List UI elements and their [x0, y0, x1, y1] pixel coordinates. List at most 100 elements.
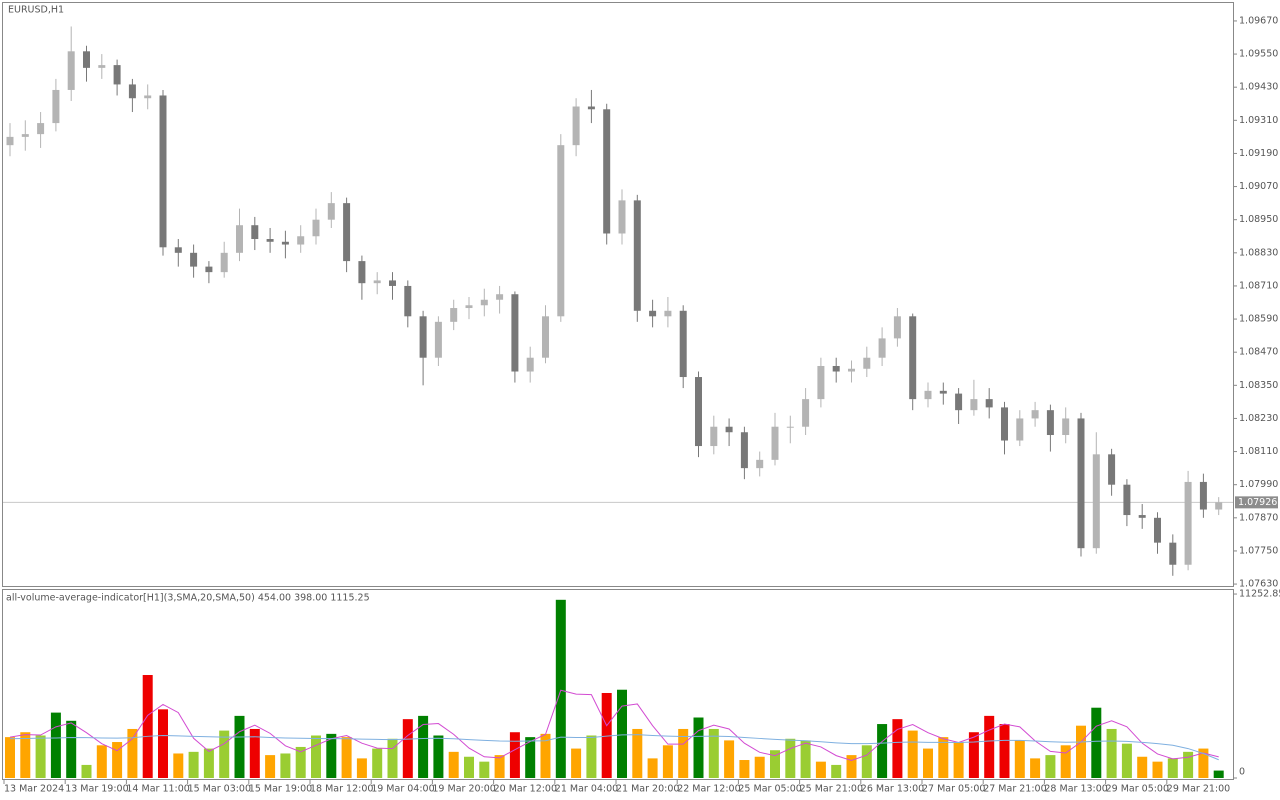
candle-body	[970, 399, 978, 411]
x-tick-label: 13 Mar 19:00	[65, 784, 128, 795]
y-tick-label: 1.09310	[1239, 115, 1278, 126]
candle-body	[297, 236, 305, 245]
candle-body	[1215, 502, 1223, 510]
candle-body	[496, 294, 504, 300]
candle-body	[113, 65, 121, 85]
volume-bar	[418, 715, 429, 778]
x-tick-label: 29 Mar 05:00	[1106, 784, 1169, 795]
candle-body	[771, 426, 779, 460]
volume-bar	[999, 724, 1010, 778]
candle-body	[909, 316, 917, 400]
current-price-label: 1.07926	[1238, 497, 1277, 508]
volume-bar	[785, 738, 796, 778]
candle-body	[618, 200, 626, 234]
candle-body	[1199, 481, 1207, 510]
x-tick-label: 27 Mar 21:00	[983, 784, 1046, 795]
candle-body	[817, 365, 825, 400]
y-tick-label: 1.07750	[1239, 545, 1278, 556]
x-tick-label: 25 Mar 05:00	[738, 784, 801, 795]
candle-body	[740, 432, 748, 469]
y-tick-label: 1.09670	[1239, 15, 1278, 26]
volume-pane	[2, 589, 1234, 780]
candle-body	[939, 390, 947, 394]
volume-bar	[1167, 758, 1178, 778]
volume-bar	[831, 764, 842, 778]
volume-bar	[203, 748, 214, 778]
volume-bar	[96, 745, 107, 778]
y-tick-label: 1.08230	[1239, 413, 1278, 424]
candle-body	[1108, 454, 1116, 485]
candle-body	[67, 51, 75, 90]
volume-bar	[953, 742, 964, 778]
y-tick-label: 0	[1239, 767, 1245, 778]
candle-body	[587, 106, 595, 110]
volume-bar	[617, 689, 627, 778]
volume-bar	[1014, 740, 1025, 778]
x-tick-label: 22 Mar 12:00	[677, 784, 740, 795]
y-tick-label: 1.09070	[1239, 181, 1278, 192]
volume-bar	[1152, 761, 1163, 778]
candle-body	[389, 280, 396, 286]
volume-bar	[219, 730, 230, 778]
x-tick-label: 25 Mar 21:00	[800, 784, 863, 795]
candle-body	[312, 219, 320, 237]
candle-body	[404, 285, 412, 317]
volume-bar	[1137, 756, 1148, 778]
candle-body	[848, 368, 855, 372]
candle-body	[205, 266, 213, 273]
volume-bar	[387, 738, 398, 778]
y-tick-label: 1.08590	[1239, 314, 1278, 325]
volume-bar	[249, 728, 260, 778]
candle-body	[21, 134, 29, 137]
volume-bar	[907, 730, 918, 778]
candle-body	[572, 106, 580, 146]
x-tick-label: 19 Mar 20:00	[432, 784, 495, 795]
volume-bar	[632, 728, 643, 778]
candle-body	[1046, 410, 1054, 436]
volume-bar	[647, 758, 658, 778]
x-tick-label: 21 Mar 20:00	[616, 784, 679, 795]
volume-bar	[173, 753, 184, 778]
price-pane	[2, 2, 1234, 587]
candle-body	[159, 95, 167, 248]
volume-bar	[464, 756, 474, 778]
volume-bar	[662, 745, 673, 778]
candle-body	[1031, 410, 1039, 419]
y-tick-label: 11252.85	[1239, 589, 1280, 600]
candle-body	[251, 225, 259, 240]
volume-bar	[678, 728, 689, 778]
candle-body	[480, 299, 488, 306]
volume-bar	[968, 732, 979, 778]
candle-body	[1016, 418, 1024, 441]
volume-bar	[540, 733, 551, 778]
y-tick-label: 1.07870	[1239, 512, 1278, 523]
candle-body	[832, 365, 840, 372]
volume-bar	[892, 719, 903, 778]
candle-body	[190, 252, 198, 267]
volume-bar	[112, 742, 123, 778]
candle-body	[664, 310, 672, 317]
candle-body	[878, 338, 886, 358]
candle-body	[343, 203, 351, 262]
candle-body	[128, 84, 136, 99]
price-title: EURUSD,H1	[8, 5, 64, 16]
current-price-box	[1235, 496, 1278, 509]
candle-body	[649, 310, 657, 317]
candle-body	[373, 280, 381, 284]
x-tick-label: 29 Mar 21:00	[1167, 784, 1230, 795]
x-tick-label: 27 Mar 05:00	[922, 784, 985, 795]
y-tick-label: 1.08110	[1239, 446, 1278, 457]
candle-body	[434, 321, 442, 358]
y-tick-label: 1.08950	[1239, 214, 1278, 225]
x-tick-label: 15 Mar 03:00	[188, 784, 251, 795]
volume-bar	[326, 733, 337, 778]
volume-bar	[20, 732, 31, 778]
candle-body	[557, 145, 565, 317]
candle-body	[511, 294, 519, 372]
volume-bar	[586, 735, 597, 778]
candle-body	[236, 225, 243, 253]
volume-bar	[770, 750, 780, 778]
volume-bar	[984, 715, 995, 778]
candle-body	[52, 89, 60, 124]
y-tick-label: 1.08350	[1239, 380, 1278, 391]
